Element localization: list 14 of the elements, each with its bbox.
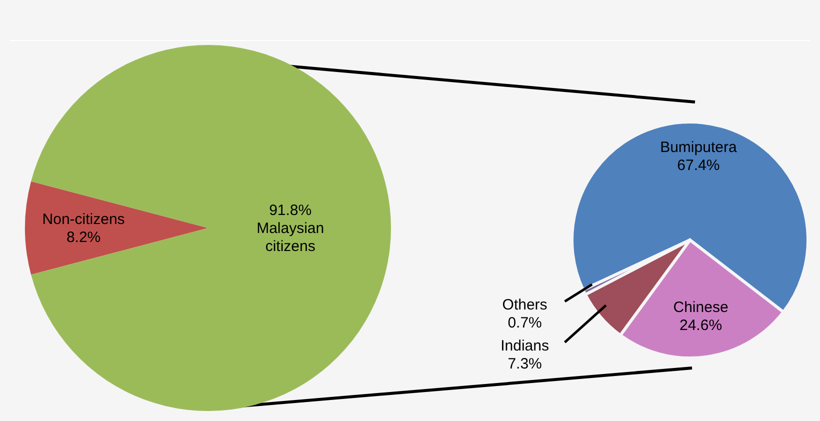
data-label: 8.2% [66, 229, 101, 246]
data-label: 7.3% [508, 355, 542, 372]
data-label: 24.6% [680, 316, 722, 334]
data-label: 0.7% [508, 314, 542, 332]
slice-label: Chinese [673, 298, 728, 316]
pie-slice [31, 45, 391, 411]
slice-label: Bumiputera [660, 138, 738, 156]
slice-label: Indians [500, 337, 549, 354]
data-label: 91.8% [269, 202, 312, 219]
slice-label: Malaysian citizens [256, 220, 324, 255]
data-label: 67.4% [677, 156, 720, 174]
pie-slice [25, 181, 208, 275]
slice-label: Others [502, 296, 548, 314]
slice-label: Non-citizens [42, 211, 125, 228]
